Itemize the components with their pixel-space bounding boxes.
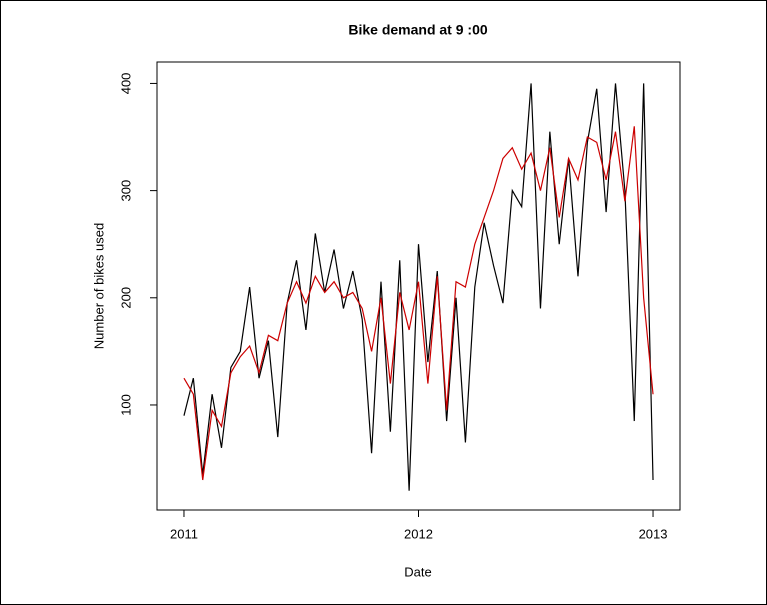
x-axis-label: Date — [404, 564, 431, 579]
y-tick-label: 400 — [118, 73, 133, 95]
y-tick-label: 200 — [118, 287, 133, 309]
y-tick-label: 300 — [118, 180, 133, 202]
y-axis-label: Number of bikes used — [91, 223, 106, 349]
x-tick-label: 2012 — [404, 526, 433, 541]
series-line — [183, 83, 654, 491]
series-line — [183, 126, 654, 481]
x-tick-label: 2011 — [170, 526, 198, 541]
chart-title: Bike demand at 9 :00 — [348, 22, 487, 38]
y-tick-label: 100 — [118, 394, 133, 416]
x-tick-label: 2013 — [639, 526, 668, 541]
